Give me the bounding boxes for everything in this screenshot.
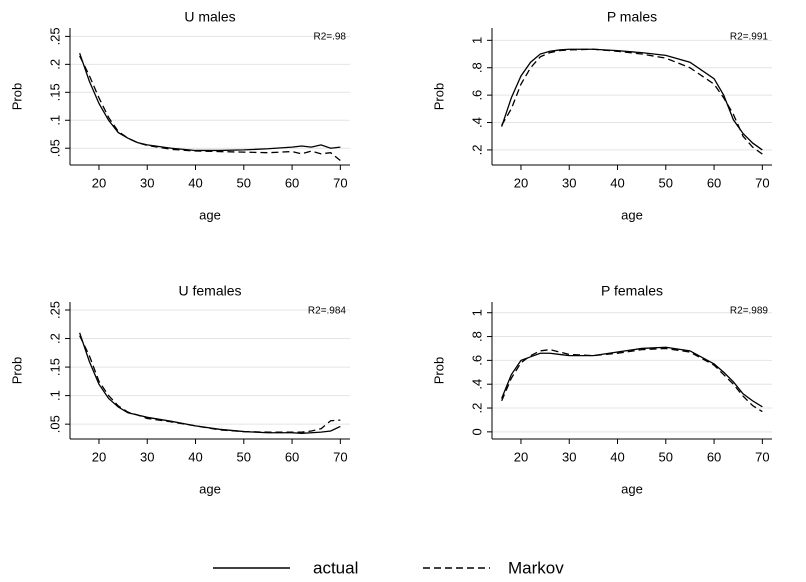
x-axis-label: age: [199, 207, 221, 222]
x-tick-label: 20: [514, 175, 528, 190]
annotation: R2=.984: [308, 306, 347, 317]
annotation: R2=.98: [313, 32, 346, 43]
y-axis-label: Prob: [9, 357, 24, 384]
x-tick-label: 50: [237, 449, 251, 464]
x-tick-label: 50: [237, 175, 251, 190]
x-axis-label: age: [621, 207, 643, 222]
y-tick-label: .2: [469, 403, 484, 414]
y-tick-label: .25: [47, 27, 62, 45]
series-line: [79, 332, 341, 434]
plot-area: [492, 302, 772, 439]
y-tick-label: 1: [469, 309, 484, 316]
x-tick-label: 30: [140, 449, 154, 464]
y-tick-label: .4: [469, 117, 484, 128]
x-tick-label: 70: [755, 175, 769, 190]
annotation: R2=.989: [730, 306, 769, 317]
x-tick-label: 40: [610, 449, 624, 464]
y-tick-label: .1: [47, 115, 62, 126]
x-tick-label: 70: [333, 449, 347, 464]
x-tick-label: 30: [562, 175, 576, 190]
x-tick-label: 20: [514, 449, 528, 464]
x-tick-label: 30: [140, 175, 154, 190]
panel-title: U females: [178, 283, 241, 299]
y-tick-label: .05: [47, 139, 62, 157]
plot-area: [492, 28, 772, 165]
panel-title: U males: [184, 9, 235, 25]
series-line: [79, 55, 341, 162]
y-tick-label: .8: [469, 331, 484, 342]
y-tick-label: .8: [469, 62, 484, 73]
y-tick-label: .15: [47, 83, 62, 101]
x-axis-label: age: [621, 481, 643, 496]
panel-title: P males: [607, 9, 657, 25]
y-tick-label: .2: [47, 333, 62, 344]
x-tick-label: 30: [562, 449, 576, 464]
x-tick-label: 60: [285, 175, 299, 190]
annotation: R2=.991: [730, 32, 769, 43]
x-tick-label: 60: [285, 449, 299, 464]
y-tick-label: .2: [47, 59, 62, 70]
y-tick-label: .2: [469, 145, 484, 156]
panel-title: P females: [601, 283, 663, 299]
y-tick-label: 1: [469, 37, 484, 44]
series-line: [501, 346, 763, 408]
series-line: [501, 48, 763, 151]
y-tick-label: .6: [469, 355, 484, 366]
y-axis-label: Prob: [9, 83, 24, 110]
x-tick-label: 20: [92, 449, 106, 464]
x-axis-label: age: [199, 481, 221, 496]
y-axis-label: Prob: [431, 83, 446, 110]
legend-label: actual: [313, 558, 358, 577]
x-tick-label: 50: [659, 449, 673, 464]
y-tick-label: 0: [469, 428, 484, 435]
x-tick-label: 40: [610, 175, 624, 190]
y-tick-label: .05: [47, 415, 62, 433]
y-axis-label: Prob: [431, 357, 446, 384]
x-tick-label: 40: [188, 175, 202, 190]
y-tick-label: .6: [469, 90, 484, 101]
series-line: [501, 48, 763, 155]
x-tick-label: 70: [755, 449, 769, 464]
plot-area: [70, 302, 350, 439]
plot-area: [70, 28, 350, 165]
x-tick-label: 60: [707, 175, 721, 190]
x-tick-label: 20: [92, 175, 106, 190]
series-line: [79, 335, 341, 433]
series-line: [501, 347, 763, 413]
y-tick-label: .4: [469, 379, 484, 390]
legend-label: Markov: [508, 558, 564, 577]
x-tick-label: 50: [659, 175, 673, 190]
y-tick-label: .15: [47, 358, 62, 376]
x-tick-label: 40: [188, 449, 202, 464]
y-tick-label: .25: [47, 301, 62, 319]
x-tick-label: 60: [707, 449, 721, 464]
x-tick-label: 70: [333, 175, 347, 190]
y-tick-label: .1: [47, 390, 62, 401]
